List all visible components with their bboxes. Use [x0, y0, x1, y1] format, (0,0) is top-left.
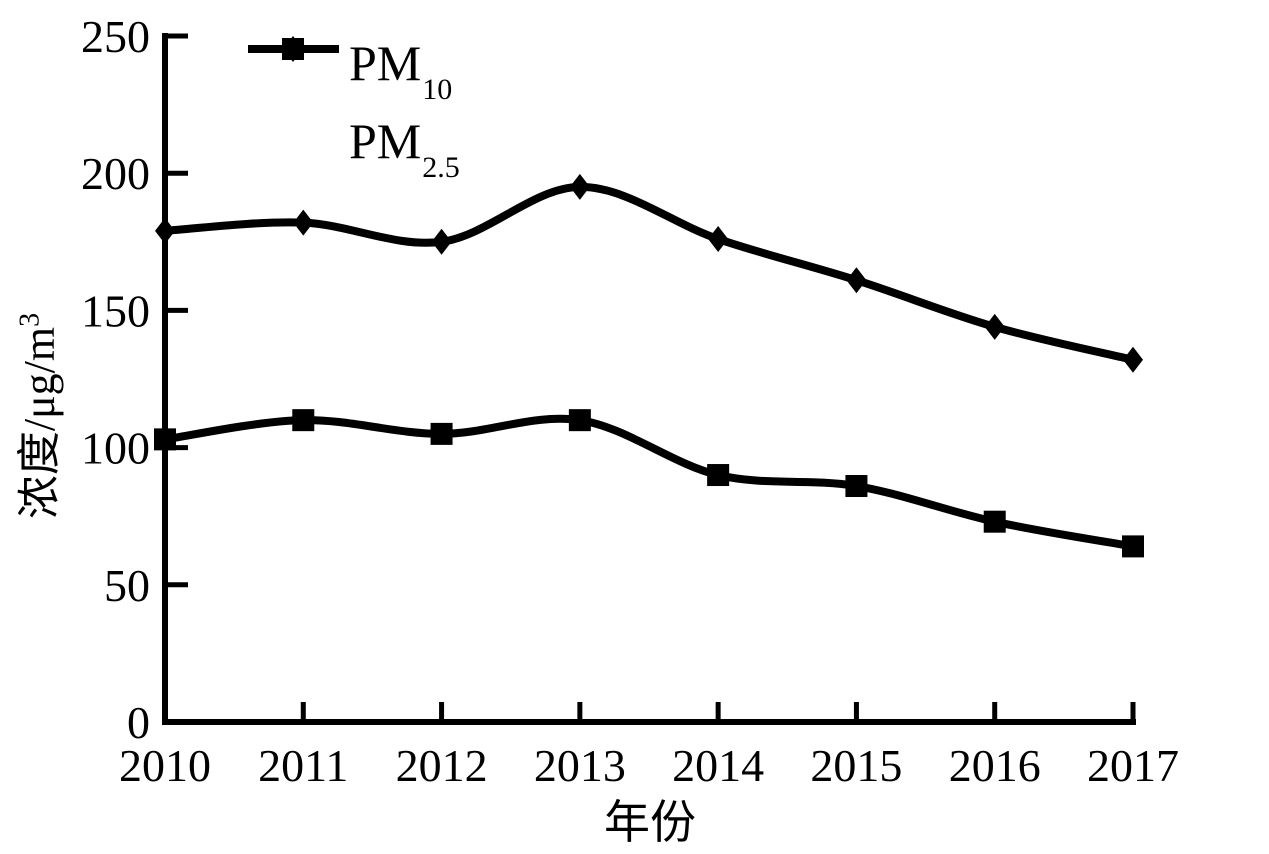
y-tick-label-100: 100: [81, 423, 150, 474]
pm10-marker-2011: [293, 209, 314, 236]
pm10-marker-2014: [708, 226, 729, 253]
pm10-series: [155, 173, 1143, 373]
pm25-marker-2014: [707, 464, 730, 487]
y-axis-title: 浓度/μg/m3: [11, 246, 69, 586]
y-tick-label-250: 250: [81, 11, 150, 62]
legend: PM10 PM2.5: [246, 32, 460, 188]
y-tick-label-150: 150: [81, 285, 150, 336]
x-tick-label-2016: 2016: [949, 740, 1041, 791]
pm25-marker-2010: [154, 428, 176, 451]
pm10-marker-2016: [984, 313, 1005, 340]
pm25-marker-2016: [983, 510, 1006, 533]
x-tick-label-2010: 2010: [119, 740, 211, 791]
pm10-line: [161, 182, 1137, 364]
pm10-marker-2013: [569, 173, 590, 200]
pm25-marker-2013: [568, 409, 591, 432]
pm25-series: [154, 409, 1144, 558]
y-axis-title-superscript: 3: [14, 312, 46, 327]
pm25-marker-2012: [430, 422, 453, 445]
y-axis-title-text: 浓度/μg/m: [15, 326, 64, 520]
pm25-legend-marker-glyph: [282, 38, 304, 60]
x-tick-label-2014: 2014: [672, 740, 764, 791]
pm10-marker-2017: [1123, 346, 1143, 373]
y-tick-label-200: 200: [81, 148, 150, 199]
x-tick-label-2015: 2015: [810, 740, 902, 791]
y-tick-label-0: 0: [127, 697, 150, 748]
x-tick-label-2013: 2013: [534, 740, 626, 791]
pm10-marker-2015: [846, 267, 867, 294]
pm25-line: [161, 414, 1137, 551]
x-tick-label-2012: 2012: [396, 740, 488, 791]
pm25-marker-2015: [845, 475, 868, 498]
pm25-marker-2011: [292, 409, 315, 432]
x-tick-label-2011: 2011: [258, 740, 348, 791]
x-tick-label-2017: 2017: [1087, 740, 1179, 791]
pm25-legend-label: PM2.5: [349, 112, 460, 184]
y-tick-label-50: 50: [104, 560, 150, 611]
pm10-marker-2010: [155, 217, 175, 244]
pm25-legend-marker: [246, 38, 341, 162]
pm10-marker-2012: [431, 228, 452, 255]
pm25-marker-2017: [1122, 535, 1144, 558]
legend-item-pm25: PM2.5: [246, 38, 460, 184]
pm25-legend-swatch-canvas: [248, 38, 339, 60]
x-axis-title: 年份: [604, 797, 696, 848]
pm10-legend-label: PM10: [349, 34, 453, 106]
